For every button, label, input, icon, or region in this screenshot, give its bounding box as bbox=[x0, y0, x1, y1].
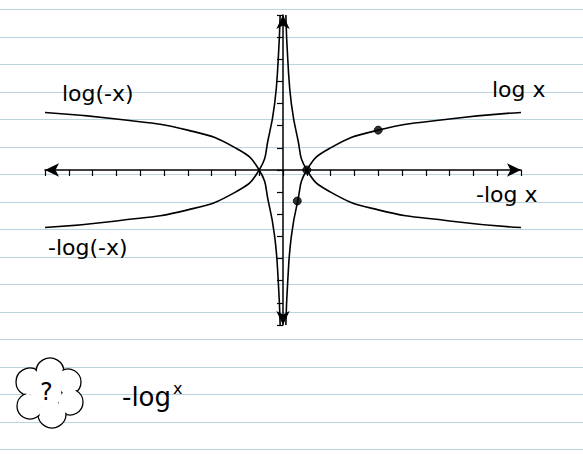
svg-text:log(-x): log(-x) bbox=[62, 81, 134, 106]
svg-text:log x: log x bbox=[492, 77, 546, 102]
svg-text:x: x bbox=[173, 379, 182, 398]
svg-text:-log x: -log x bbox=[476, 182, 538, 207]
svg-text:-log: -log bbox=[122, 382, 171, 412]
svg-text:?: ? bbox=[40, 378, 53, 406]
svg-text:-log(-x): -log(-x) bbox=[48, 235, 128, 260]
